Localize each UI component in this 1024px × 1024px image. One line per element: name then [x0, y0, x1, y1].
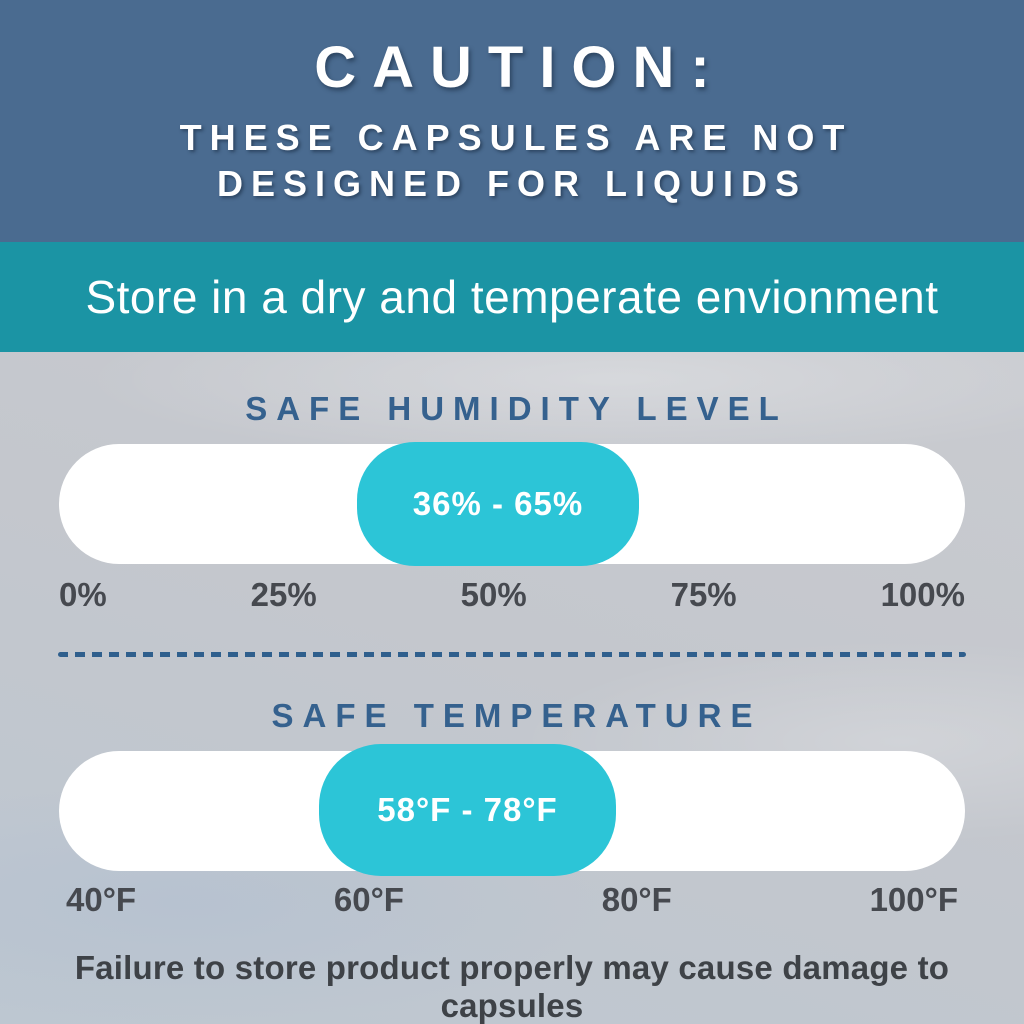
temperature-tick-80: 80°F — [601, 881, 672, 918]
storage-instruction-banner: Store in a dry and temperate envionment — [0, 242, 1024, 352]
storage-instruction-text: Store in a dry and temperate envionment — [85, 271, 939, 323]
temperature-heading: SAFE TEMPERATURE — [271, 697, 762, 734]
humidity-scale: 0% 25% 50% 75% 100% — [59, 576, 965, 614]
humidity-tick-100: 100% — [880, 576, 965, 613]
infographic-body: SAFE HUMIDITY LEVEL 36% - 65% 0% 25% 50%… — [0, 352, 1024, 1024]
humidity-tick-25: 25% — [250, 576, 317, 613]
humidity-heading: SAFE HUMIDITY LEVEL — [245, 390, 788, 427]
humidity-gauge-track: 36% - 65% — [59, 442, 965, 566]
temperature-tick-100: 100°F — [869, 881, 958, 918]
temperature-scale: 40°F 60°F 80°F 100°F — [66, 881, 958, 919]
temperature-safe-range-pill: 58°F - 78°F — [319, 744, 616, 876]
humidity-section: SAFE HUMIDITY LEVEL 36% - 65% 0% 25% 50%… — [0, 352, 1024, 614]
dashed-divider — [58, 652, 966, 657]
caution-subtitle-line2: DESIGNED FOR LIQUIDS — [216, 163, 808, 204]
damage-warning-text: Failure to store product properly may ca… — [74, 949, 950, 1024]
caution-subtitle: THESE CAPSULES ARE NOT DESIGNED FOR LIQU… — [0, 115, 1024, 207]
temperature-tick-40: 40°F — [66, 881, 137, 918]
caution-title: CAUTION: — [314, 35, 726, 100]
humidity-range-label: 36% - 65% — [412, 485, 584, 522]
temperature-section: SAFE TEMPERATURE 58°F - 78°F 40°F 60°F 8… — [0, 657, 1024, 919]
temperature-gauge-track: 58°F - 78°F — [59, 744, 965, 876]
humidity-tick-50: 50% — [460, 576, 527, 613]
humidity-tick-0: 0% — [59, 576, 107, 613]
water-photo-header: CAUTION: THESE CAPSULES ARE NOT DESIGNED… — [0, 0, 1024, 242]
humidity-tick-75: 75% — [670, 576, 737, 613]
humidity-safe-range-pill: 36% - 65% — [357, 442, 639, 566]
temperature-tick-60: 60°F — [333, 881, 404, 918]
caution-subtitle-line1: THESE CAPSULES ARE NOT — [179, 117, 853, 158]
temperature-range-label: 58°F - 78°F — [377, 791, 558, 828]
